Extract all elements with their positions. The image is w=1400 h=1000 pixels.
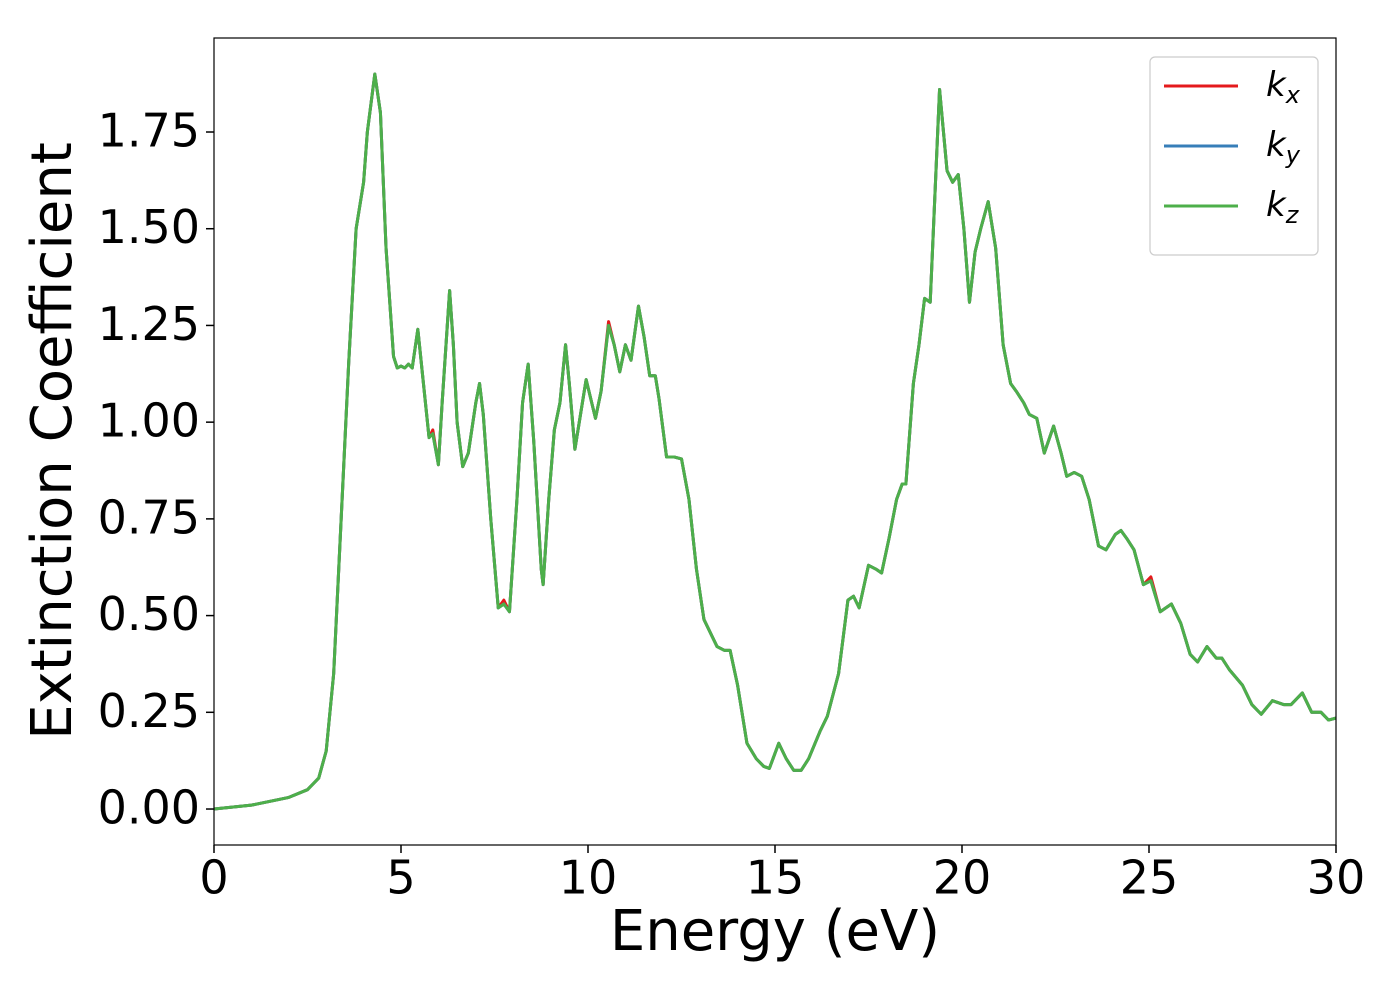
y-tick-label: 1.75 bbox=[98, 104, 200, 158]
x-tick-label: 0 bbox=[199, 851, 228, 905]
x-tick-label: 30 bbox=[1307, 851, 1366, 905]
x-tick-label: 25 bbox=[1120, 851, 1179, 905]
plot-frame bbox=[213, 37, 1337, 846]
y-tick-label: 1.25 bbox=[98, 297, 200, 351]
x-tick-label: 5 bbox=[386, 851, 415, 905]
x-tick-label: 20 bbox=[933, 851, 992, 905]
legend-label: kz bbox=[1266, 185, 1300, 230]
x-axis-label: Energy (eV) bbox=[610, 899, 940, 964]
y-tick-label: 1.00 bbox=[98, 394, 200, 448]
y-tick-label: 0.25 bbox=[98, 684, 200, 738]
x-tick-label: 10 bbox=[559, 851, 618, 905]
y-axis-label: Extinction Coefficient bbox=[20, 142, 85, 740]
x-tick-label: 15 bbox=[746, 851, 805, 905]
y-tick-label: 0.00 bbox=[98, 781, 200, 835]
y-tick-label: 1.50 bbox=[98, 200, 200, 254]
line bbox=[214, 72, 1336, 811]
legend-label: kx bbox=[1266, 65, 1301, 110]
legend-label: ky bbox=[1266, 125, 1301, 170]
y-tick-label: 0.75 bbox=[98, 490, 200, 544]
y-tick-label: 0.50 bbox=[98, 587, 200, 641]
